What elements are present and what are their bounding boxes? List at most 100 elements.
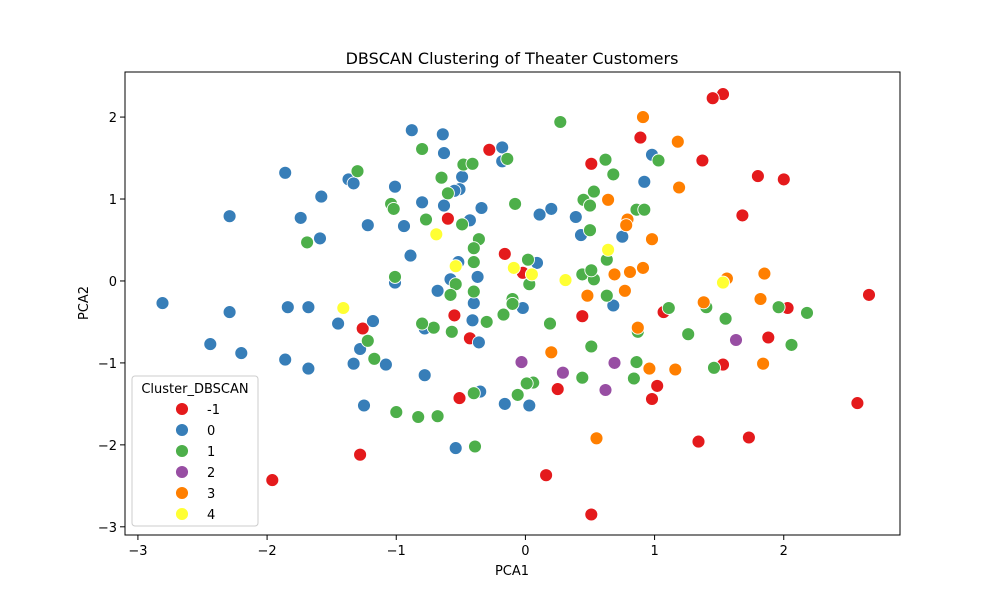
data-point-cluster-0 — [155, 296, 170, 311]
data-point-cluster-1 — [718, 311, 733, 326]
data-point-cluster-0 — [301, 300, 316, 315]
data-point-cluster-1 — [434, 170, 449, 185]
legend-label-2: 2 — [207, 466, 215, 481]
data-point-cluster-1 — [415, 316, 430, 331]
data-point-cluster-1 — [360, 333, 375, 348]
data-point-cluster-1 — [553, 115, 568, 129]
data-point-cluster-0 — [437, 198, 451, 213]
data-point-cluster-4 — [716, 275, 730, 290]
data-point-cluster-1 — [411, 410, 426, 424]
data-point-cluster--1 — [539, 468, 554, 483]
data-point-cluster-1 — [300, 235, 315, 250]
chart-title: DBSCAN Clustering of Theater Customers — [346, 49, 679, 68]
data-point-cluster-1 — [443, 287, 458, 302]
data-point-cluster-0 — [346, 356, 361, 371]
data-point-cluster-1 — [468, 439, 482, 454]
data-point-cluster-4 — [448, 259, 463, 274]
x-axis: −3 −2 −1 0 1 2 — [128, 535, 788, 559]
data-point-cluster-0 — [532, 207, 547, 222]
data-point-cluster-3 — [636, 110, 650, 125]
data-point-cluster--1 — [584, 156, 599, 171]
y-tick-label: 1 — [109, 193, 117, 208]
data-point-cluster--1 — [452, 391, 467, 406]
points-layer — [155, 87, 876, 522]
data-point-cluster-1 — [466, 386, 481, 401]
data-point-cluster-3 — [756, 356, 771, 371]
data-point-cluster-0 — [331, 316, 346, 331]
data-point-cluster--1 — [750, 169, 765, 184]
data-point-cluster--1 — [761, 330, 776, 345]
data-point-cluster--1 — [695, 153, 710, 168]
data-point-cluster-4 — [429, 227, 444, 242]
data-point-cluster-1 — [388, 269, 402, 284]
data-point-cluster-1 — [543, 316, 557, 331]
data-point-cluster-1 — [505, 296, 520, 311]
data-point-cluster-1 — [771, 300, 786, 315]
data-point-cluster-2 — [555, 365, 570, 380]
data-point-cluster-1 — [479, 314, 494, 329]
data-point-cluster-0 — [403, 248, 418, 263]
data-point-cluster-1 — [651, 153, 666, 168]
legend-label-1: 1 — [207, 445, 215, 460]
legend-label-4: 4 — [207, 508, 215, 523]
data-point-cluster-1 — [440, 186, 455, 201]
data-point-cluster-4 — [601, 242, 616, 257]
data-point-cluster-1 — [586, 184, 601, 199]
data-point-cluster-2 — [598, 383, 613, 397]
data-point-cluster-1 — [455, 217, 470, 232]
data-point-cluster-0 — [466, 296, 481, 311]
data-point-cluster-0 — [301, 361, 316, 376]
data-point-cluster-1 — [598, 152, 613, 167]
data-point-cluster-0 — [366, 314, 380, 329]
data-point-cluster-1 — [386, 201, 401, 216]
data-point-cluster-0 — [470, 269, 485, 284]
y-axis-title: PCA2 — [77, 286, 92, 320]
data-point-cluster-0 — [357, 398, 371, 413]
data-point-cluster-1 — [584, 339, 599, 354]
data-point-cluster-1 — [389, 405, 404, 420]
data-point-cluster--1 — [482, 142, 497, 157]
data-point-cluster-0 — [313, 231, 327, 246]
data-point-cluster-0 — [203, 337, 218, 352]
data-point-cluster-0 — [465, 313, 480, 328]
x-tick-label: 0 — [521, 544, 529, 559]
legend-marker-1 — [175, 444, 189, 458]
data-point-cluster-3 — [580, 288, 595, 303]
data-point-cluster-1 — [784, 337, 799, 352]
data-point-cluster-3 — [623, 265, 637, 279]
data-point-cluster--1 — [355, 321, 370, 336]
data-point-cluster-0 — [544, 201, 559, 216]
data-point-cluster-1 — [496, 307, 511, 322]
data-point-cluster-4 — [558, 273, 573, 288]
data-point-cluster-3 — [601, 192, 616, 207]
data-point-cluster-3 — [619, 218, 634, 233]
data-point-cluster-0 — [222, 209, 237, 224]
data-point-cluster-1 — [629, 355, 644, 370]
legend-marker-0 — [175, 423, 189, 437]
data-point-cluster-1 — [637, 202, 652, 217]
data-point-cluster-0 — [568, 210, 583, 224]
data-point-cluster-1 — [508, 196, 523, 211]
legend-label-3: 3 — [207, 487, 215, 502]
data-point-cluster-1 — [510, 387, 525, 402]
data-point-cluster-0 — [278, 352, 293, 367]
data-point-cluster-1 — [626, 371, 641, 386]
data-point-cluster-0 — [474, 201, 489, 215]
data-point-cluster-0 — [397, 219, 411, 234]
data-point-cluster--1 — [447, 308, 462, 323]
data-point-cluster-3 — [617, 283, 632, 298]
data-point-cluster--1 — [575, 309, 590, 324]
data-point-cluster--1 — [440, 211, 455, 226]
data-point-cluster-1 — [419, 212, 433, 227]
legend-title: Cluster_DBSCAN — [141, 382, 248, 397]
data-point-cluster-1 — [584, 263, 599, 278]
x-axis-title: PCA1 — [495, 564, 529, 579]
data-point-cluster--1 — [735, 208, 750, 223]
legend-marker--1 — [175, 402, 189, 416]
x-tick-label: −2 — [257, 544, 276, 559]
data-point-cluster--1 — [741, 430, 756, 445]
data-point-cluster-0 — [222, 305, 237, 320]
data-point-cluster-3 — [645, 232, 659, 247]
data-point-cluster-1 — [430, 409, 445, 424]
